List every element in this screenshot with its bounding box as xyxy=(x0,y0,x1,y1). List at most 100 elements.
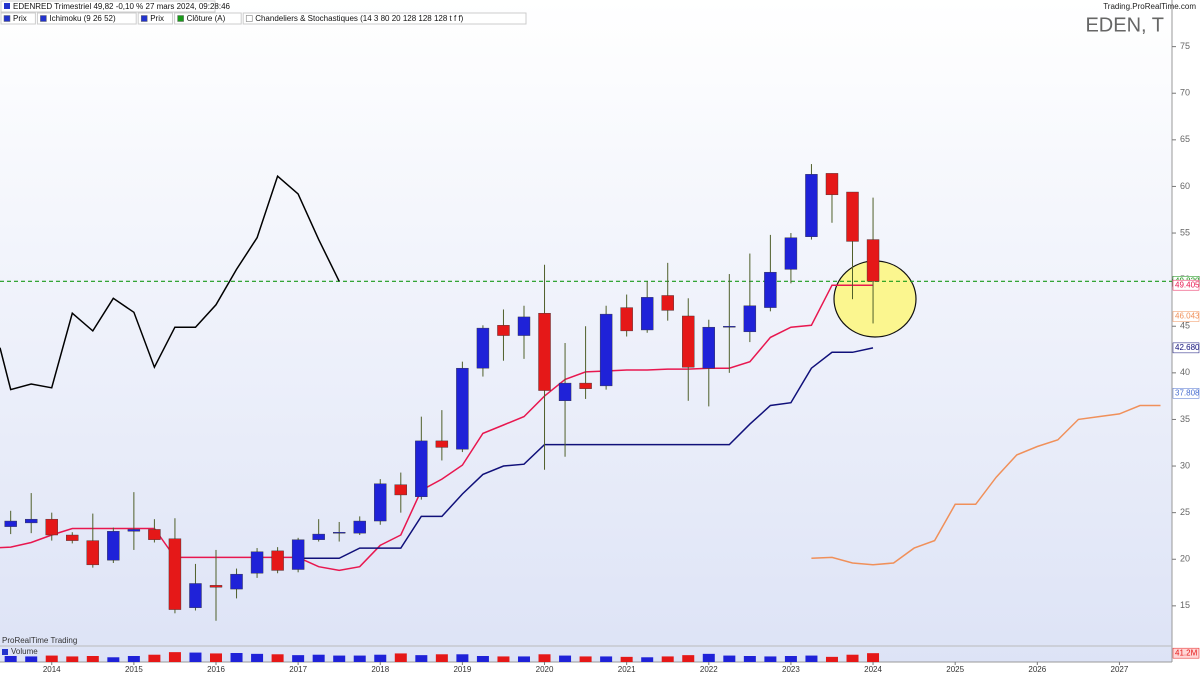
volume-bar xyxy=(661,656,674,662)
symbol: EDEN, T xyxy=(1085,14,1164,36)
volume-bar xyxy=(374,654,387,662)
candle-body xyxy=(620,307,633,332)
x-tick-label: 2021 xyxy=(618,665,636,674)
price-label-box xyxy=(1172,279,1200,291)
volume-bar xyxy=(4,656,17,662)
candle-body xyxy=(86,540,100,566)
volume-bar xyxy=(66,656,79,662)
x-tick-label: 2022 xyxy=(700,665,718,674)
volume-label-box xyxy=(1172,647,1200,659)
volume-bar xyxy=(312,654,325,662)
volume-bar xyxy=(251,653,264,662)
y-tick-label: 75 xyxy=(1180,41,1190,51)
legend-swatch xyxy=(140,15,148,22)
candle-body xyxy=(4,520,17,527)
candle-body xyxy=(312,533,325,540)
candle-body xyxy=(394,484,407,496)
candle-body xyxy=(579,382,592,389)
price-label-box xyxy=(1172,388,1200,399)
volume-bar xyxy=(743,656,756,662)
legend-box xyxy=(36,12,137,25)
candle-body xyxy=(45,518,58,536)
candle-body xyxy=(127,529,141,532)
price-label-box xyxy=(1172,311,1200,322)
volume-bar xyxy=(517,656,530,662)
candle-body xyxy=(743,305,757,333)
x-tick-label: 2016 xyxy=(207,665,225,674)
candle-body xyxy=(250,551,264,574)
y-tick-label: 60 xyxy=(1180,181,1190,191)
volume-bar xyxy=(579,656,592,662)
candle-body xyxy=(189,583,202,608)
volume-bar xyxy=(867,653,880,662)
volume-bar xyxy=(25,656,38,662)
price-label: 37.808 xyxy=(1175,388,1200,397)
volume-bar xyxy=(45,655,58,662)
candle-body xyxy=(271,550,284,571)
volume-bar xyxy=(723,655,736,662)
candle-body xyxy=(538,312,551,391)
volume-bar xyxy=(805,655,818,662)
volume-label: Volume xyxy=(11,647,38,656)
volume-bar xyxy=(353,655,366,662)
indicator-line xyxy=(298,347,874,560)
candle-body xyxy=(784,237,798,270)
candle-body xyxy=(148,529,161,540)
title-box xyxy=(0,0,216,13)
volume-bar xyxy=(702,653,715,662)
volume-bar xyxy=(435,654,448,662)
y-tick-label: 65 xyxy=(1180,134,1190,144)
candle-body xyxy=(825,173,839,196)
candle-body xyxy=(558,382,572,402)
y-tick-label: 30 xyxy=(1180,460,1190,470)
candle-body xyxy=(846,191,859,242)
y-tick-label: 20 xyxy=(1180,554,1190,564)
candle-body xyxy=(805,174,818,237)
volume-icon xyxy=(2,649,8,655)
legend-swatch xyxy=(245,15,253,22)
candle-body xyxy=(682,315,695,368)
legend-label: Ichimoku (9 26 52) xyxy=(49,14,116,23)
legend-swatch xyxy=(3,15,11,22)
indicator-line xyxy=(0,174,340,391)
title-icon xyxy=(4,3,10,9)
volume-bar xyxy=(600,656,613,662)
x-tick-label: 2027 xyxy=(1111,665,1129,674)
candle-body xyxy=(25,518,38,524)
candle-body xyxy=(435,440,449,448)
indicator-line xyxy=(0,284,873,572)
x-tick-label: 2017 xyxy=(289,665,307,674)
y-tick-label: 55 xyxy=(1180,227,1190,237)
x-tick-label: 2026 xyxy=(1028,665,1046,674)
volume-bar xyxy=(825,656,838,662)
price-label: 46.043 xyxy=(1175,312,1200,321)
legend-label: Chandeliers & Stochastiques (14 3 80 20 … xyxy=(255,14,463,23)
candle-body xyxy=(107,531,120,561)
x-tick-label: 2020 xyxy=(536,665,554,674)
volume-bar xyxy=(271,654,284,662)
volume-bar xyxy=(784,656,797,662)
candle-body xyxy=(209,585,223,588)
volume-value-label: 41.2M xyxy=(1175,648,1198,657)
candle-body xyxy=(291,539,305,570)
volume-bar xyxy=(86,656,99,662)
plot-layer xyxy=(0,164,1172,621)
candle-body xyxy=(702,326,715,369)
candle-body xyxy=(599,313,613,387)
volume-bar xyxy=(210,653,223,662)
volume-bar xyxy=(292,655,305,662)
y-tick-label: 25 xyxy=(1180,507,1190,517)
x-tick-label: 2025 xyxy=(946,665,964,674)
y-tick-label: 40 xyxy=(1180,367,1190,377)
volume-bar xyxy=(456,654,469,662)
volume-bar xyxy=(394,653,407,662)
candle-body xyxy=(374,483,387,522)
volume-bar xyxy=(107,657,120,662)
volume-bar xyxy=(189,652,202,662)
candle-body xyxy=(640,297,654,331)
legend-swatch xyxy=(40,15,47,22)
volume-bar xyxy=(846,654,859,662)
y-tick-label: 15 xyxy=(1180,600,1190,610)
volume-bar xyxy=(641,657,654,662)
